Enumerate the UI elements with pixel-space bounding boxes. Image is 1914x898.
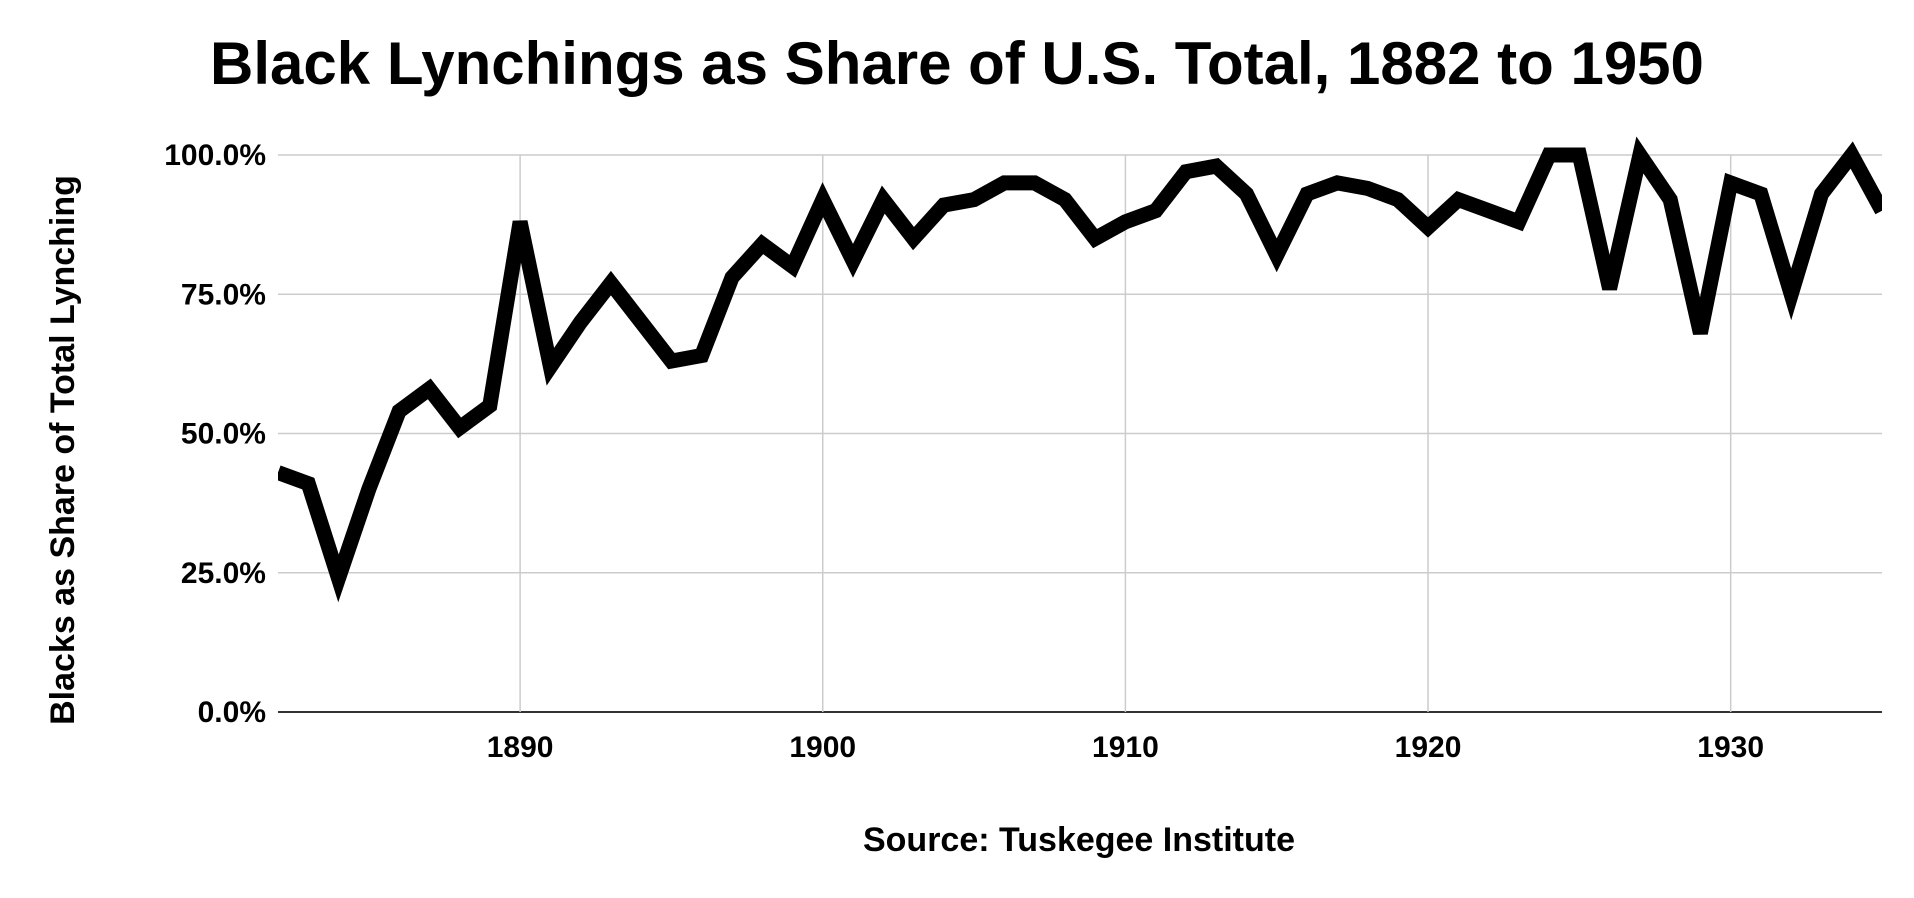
x-tick-label: 1890 (487, 731, 554, 764)
x-tick-label: 1910 (1092, 731, 1159, 764)
y-axis-ticks: 0.0% 25.0% 50.0% 75.0% 100.0% (164, 139, 266, 729)
y-tick-label: 50.0% (181, 418, 266, 451)
y-tick-label: 0.0% (198, 696, 266, 729)
y-tick-label: 75.0% (181, 278, 266, 311)
x-axis-label: Source: Tuskegee Institute (863, 821, 1295, 859)
y-tick-label: 25.0% (181, 557, 266, 590)
x-tick-label: 1920 (1395, 731, 1462, 764)
x-tick-label: 1930 (1697, 731, 1764, 764)
plot-area (278, 136, 1882, 603)
y-axis-label: Blacks as Share of Total Lynching (44, 175, 82, 725)
x-tick-label: 1900 (789, 731, 856, 764)
y-tick-label: 100.0% (164, 139, 266, 172)
series-line (278, 136, 1882, 603)
x-axis-ticks: 1890 1900 1910 1920 1930 (487, 731, 1764, 764)
chart-title: Black Lynchings as Share of U.S. Total, … (210, 30, 1704, 97)
